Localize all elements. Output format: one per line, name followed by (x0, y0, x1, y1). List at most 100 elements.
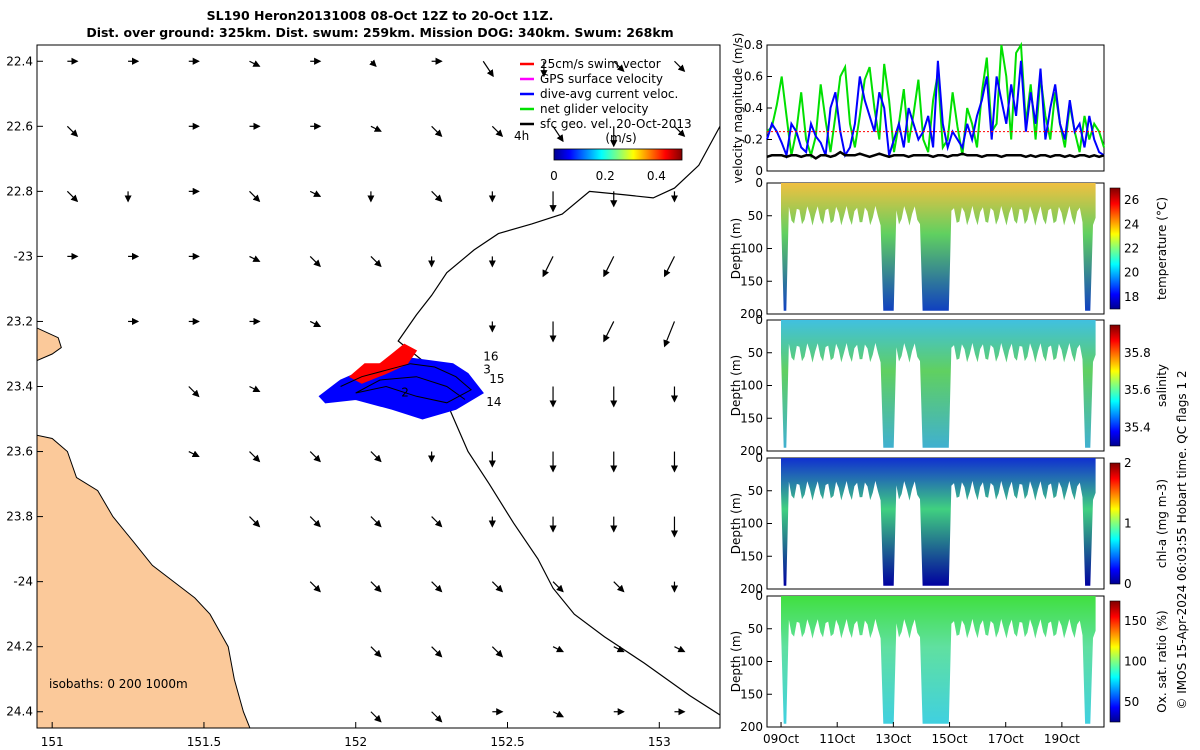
section-data-field (781, 458, 1096, 586)
current-arrow (370, 451, 382, 463)
waypoint-label: 2 (401, 385, 409, 399)
imos-qc-note: © IMOS 15-Apr-2024 06:03:55 Hobart time.… (1175, 370, 1189, 709)
current-arrow (188, 386, 200, 398)
section-y-tick-label: 200 (740, 307, 763, 321)
velocity-y-tick-label: 0.2 (744, 133, 763, 147)
section-y-tick-label: 150 (740, 687, 763, 701)
current-arrow (309, 190, 322, 197)
current-arrow (66, 125, 79, 138)
current-arrow (431, 125, 443, 138)
velocity-y-tick-label: 0.6 (744, 70, 763, 84)
current-arrow (431, 646, 443, 658)
map-y-tick-label: 23.6 (6, 445, 33, 459)
section-y-label: Depth (m) (729, 631, 743, 692)
current-arrow (249, 190, 261, 203)
section-colorbar-tick-label: 18 (1124, 290, 1139, 304)
section-y-tick-label: 100 (740, 379, 763, 393)
velocity-y-tick-label: 0.8 (744, 38, 763, 52)
current-arrow (188, 450, 200, 458)
legend-entry: GPS surface velocity (540, 72, 663, 86)
current-arrow (309, 581, 321, 593)
current-arrow (603, 256, 615, 278)
current-arrow (603, 321, 615, 343)
north-land (37, 327, 62, 362)
section-colorbar-label: Ox. sat. ratio (%) (1155, 610, 1169, 712)
map-y-tick-label: 23.2 (6, 314, 33, 328)
section-y-label: Depth (m) (729, 218, 743, 279)
section-colorbar-tick-label: 50 (1124, 695, 1139, 709)
velocity-series-line (766, 150, 1105, 160)
current-arrow (249, 516, 261, 528)
section-y-label: Depth (m) (729, 493, 743, 554)
section-y-tick-label: 0 (755, 313, 763, 327)
section-colorbar-label: chl-a (mg m-3) (1155, 479, 1169, 568)
map-y-tick-label: 22.6 (6, 119, 33, 133)
map-y-tick-label: -24 (13, 575, 33, 589)
section-y-tick-label: 150 (740, 549, 763, 563)
current-arrow (309, 516, 321, 528)
section-y-tick-label: 50 (748, 346, 763, 360)
current-arrow (552, 710, 565, 718)
section-colorbar-tick-label: 22 (1124, 242, 1139, 256)
current-arrow (370, 125, 382, 132)
isobath-label: isobaths: 0 200 1000m (49, 677, 188, 691)
section-y-tick-label: 100 (740, 655, 763, 669)
section-y-tick-label: 0 (755, 451, 763, 465)
section-colorbar-tick-label: 24 (1124, 217, 1139, 231)
map-y-tick-label: 24.2 (6, 640, 33, 654)
map-x-tick-label: 152 (344, 735, 367, 749)
current-arrow (552, 125, 564, 143)
chart-title-line2: Dist. over ground: 325km. Dist. swum: 25… (86, 25, 674, 40)
isobath-1000m-line (397, 126, 720, 716)
map-y-tick-label: 23.4 (6, 380, 33, 394)
section-panels: 0 50 100 150 200 Depth (m) 18 20 22 24 26 temperatu… (729, 176, 1189, 746)
section-y-tick-label: 200 (740, 444, 763, 458)
section-y-tick-label: 100 (740, 242, 763, 256)
current-arrow (249, 60, 261, 67)
section-colorbar-tick-label: 26 (1124, 193, 1139, 207)
map-y-tick-label: -23 (13, 249, 33, 263)
current-arrow (370, 646, 382, 658)
section-panel-salinity: 0 50 100 150 200 Depth (m) 35.4 35.6 35.8 salinit… (729, 313, 1169, 458)
section-y-tick-label: 100 (740, 517, 763, 531)
current-arrow (370, 516, 382, 528)
current-arrow (370, 255, 382, 268)
section-panel-oxygen: 0 50 100 150 200 Depth (m) 50 100 150 Ox. sat. ra… (729, 589, 1169, 746)
section-colorbar (1109, 187, 1121, 310)
swim-vectors-patch (348, 343, 418, 384)
section-colorbar-tick-label: 20 (1124, 266, 1139, 280)
section-y-tick-label: 150 (740, 274, 763, 288)
current-arrow (663, 321, 676, 348)
section-panel-temperature: 0 50 100 150 200 Depth (m) 18 20 22 24 26 temperatu… (729, 176, 1169, 321)
velocity-y-tick-label: 0 (755, 164, 763, 178)
mainland-coast (37, 434, 251, 728)
map-x-tick-label: 152.5 (490, 735, 524, 749)
current-arrow (664, 256, 676, 278)
current-arrow (309, 255, 321, 268)
colorbar-tick-label: 0 (550, 169, 558, 183)
section-x-tick-label: 13Oct (875, 732, 911, 746)
section-x-tick-label: 19Oct (1044, 732, 1080, 746)
current-arrow (613, 645, 625, 653)
waypoint-label: 15 (489, 372, 504, 386)
section-colorbar-tick-label: 150 (1124, 614, 1147, 628)
legend-entry: net glider velocity (540, 102, 648, 116)
waypoint-label: 3 (483, 362, 491, 376)
section-colorbar-tick-label: 35.4 (1124, 420, 1151, 434)
current-arrow (674, 125, 686, 138)
current-arrow (613, 581, 625, 593)
current-arrow (66, 190, 79, 203)
current-arrow (552, 645, 565, 653)
section-y-tick-label: 200 (740, 582, 763, 596)
section-colorbar-label: temperature (°C) (1155, 197, 1169, 300)
section-panel-chl-a: 0 50 100 150 200 Depth (m) 0 1 2 chl-a (mg m-3) (729, 451, 1169, 596)
section-x-tick-label: 09Oct (763, 732, 799, 746)
section-data-field (781, 596, 1096, 724)
velocity-y-tick-label: 0.4 (744, 101, 763, 115)
current-arrow (249, 255, 261, 262)
section-y-tick-label: 200 (740, 720, 763, 734)
current-arrow (491, 125, 504, 138)
